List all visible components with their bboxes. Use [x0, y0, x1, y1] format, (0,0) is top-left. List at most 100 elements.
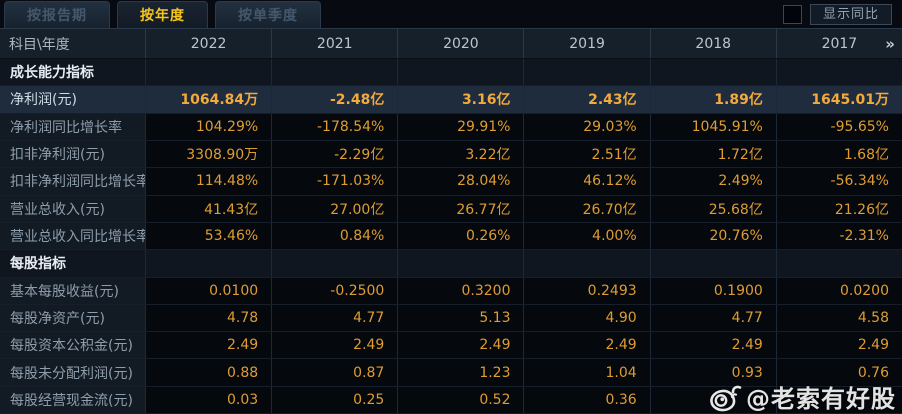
year-header-2021: 2021	[271, 29, 397, 58]
period-tabbar: 按报告期 按年度 按单季度 显示同比	[0, 0, 902, 28]
value-cell: 0.88	[145, 359, 272, 386]
value-cell: 25.68亿	[649, 195, 776, 222]
value-cell: -95.65%	[775, 113, 902, 140]
value-cell: -2.48亿	[271, 86, 398, 113]
value-cell	[271, 250, 398, 277]
year-header-label: 2017	[821, 35, 858, 52]
value-cell: -0.2500	[271, 277, 398, 304]
value-cell: 41.43亿	[145, 195, 272, 222]
year-header-label: 2021	[316, 35, 353, 52]
value-cell	[649, 250, 776, 277]
value-cell: 0.87	[271, 359, 398, 386]
value-cell: 4.77	[271, 304, 398, 332]
value-cell: 26.77亿	[397, 195, 524, 222]
section-label: 成长能力指标	[0, 59, 145, 86]
tab-by-year[interactable]: 按年度	[117, 1, 208, 28]
value-cell: 4.58	[775, 304, 902, 332]
value-cell: 29.91%	[397, 113, 524, 140]
value-cell: 53.46%	[145, 222, 272, 250]
value-cell	[775, 386, 902, 414]
value-cell: 2.49%	[649, 168, 776, 195]
value-cell: 1.23	[397, 359, 524, 386]
value-cell: 2.43亿	[523, 86, 650, 113]
value-cell	[649, 59, 776, 86]
value-cell: 1064.84万	[145, 86, 272, 113]
metric-label: 营业总收入(元)	[0, 195, 145, 222]
year-header-2017: 2017 »	[775, 29, 902, 58]
value-cell: 3308.90万	[145, 140, 272, 168]
value-cell	[145, 250, 272, 277]
value-cell: 2.49	[145, 332, 272, 359]
value-cell: 104.29%	[145, 113, 272, 140]
show-yoy-label[interactable]: 显示同比	[809, 4, 892, 25]
value-cell: 1045.91%	[649, 113, 776, 140]
metric-label: 扣非净利润同比增长率	[0, 168, 145, 195]
value-cell: 0.3200	[397, 277, 524, 304]
year-header-label: 2020	[443, 35, 479, 52]
table-row[interactable]: 每股资本公积金(元) 2.49 2.49 2.49 2.49 2.49 2.49	[0, 332, 902, 360]
year-header-2018: 2018	[649, 29, 776, 58]
value-cell: 1.89亿	[649, 86, 776, 113]
show-yoy-checkbox[interactable]	[782, 5, 802, 24]
metric-label: 每股未分配利润(元)	[0, 359, 145, 386]
value-cell: 3.16亿	[397, 86, 524, 113]
value-cell: 5.13	[397, 304, 524, 332]
metric-label: 净利润同比增长率	[0, 113, 145, 140]
value-cell: 28.04%	[397, 168, 524, 195]
table-row[interactable]: 营业总收入同比增长率 53.46% 0.84% 0.26% 4.00% 20.76% -2.…	[0, 222, 902, 251]
value-cell: 26.70亿	[523, 195, 650, 222]
value-cell: 4.90	[523, 304, 650, 332]
value-cell: 1.04	[523, 359, 650, 386]
table-row[interactable]: 净利润同比增长率 104.29% -178.54% 29.91% 29.03% 1045.…	[0, 113, 902, 141]
table-row[interactable]: 基本每股收益(元) 0.0100 -0.2500 0.3200 0.2493 0.1900…	[0, 277, 902, 305]
value-cell: 0.26%	[397, 222, 524, 250]
value-cell: 1645.01万	[775, 86, 902, 113]
value-cell	[145, 59, 272, 86]
value-cell	[523, 250, 650, 277]
table-row[interactable]: 净利润(元) 1064.84万 -2.48亿 3.16亿 2.43亿 1.89亿 1645.…	[0, 86, 902, 114]
value-cell: 114.48%	[145, 168, 272, 195]
section-label: 每股指标	[0, 250, 145, 277]
value-cell: 2.49	[523, 332, 650, 359]
value-cell: 4.77	[649, 304, 776, 332]
value-cell: 27.00亿	[271, 195, 398, 222]
value-cell: -178.54%	[271, 113, 398, 140]
value-cell: -56.34%	[775, 168, 902, 195]
value-cell: 4.78	[145, 304, 272, 332]
value-cell: 0.93	[649, 359, 776, 386]
value-cell: 46.12%	[523, 168, 650, 195]
table-row[interactable]: 扣非净利润(元) 3308.90万 -2.29亿 3.22亿 2.51亿 1.72亿 1.6…	[0, 140, 902, 169]
value-cell: 1.68亿	[775, 140, 902, 168]
table-row[interactable]: 每股未分配利润(元) 0.88 0.87 1.23 1.04 0.93 0.76	[0, 359, 902, 387]
year-header-2020: 2020	[397, 29, 523, 58]
value-cell	[775, 250, 902, 277]
tab-by-single-quarter[interactable]: 按单季度	[215, 1, 321, 28]
section-row[interactable]: 成长能力指标	[0, 59, 902, 87]
value-cell: 21.26亿	[775, 195, 902, 222]
value-cell: 0.76	[775, 359, 902, 386]
value-cell	[775, 59, 902, 86]
section-row[interactable]: 每股指标	[0, 250, 902, 278]
value-cell: 0.1900	[649, 277, 776, 304]
value-cell: -171.03%	[271, 168, 398, 195]
metric-label: 每股资本公积金(元)	[0, 332, 145, 359]
tab-by-report-period[interactable]: 按报告期	[4, 1, 110, 28]
value-cell: 0.0200	[775, 277, 902, 304]
more-years-icon[interactable]: »	[885, 34, 895, 53]
metric-label: 扣非净利润(元)	[0, 140, 145, 168]
table-row[interactable]: 每股净资产(元) 4.78 4.77 5.13 4.90 4.77 4.58	[0, 304, 902, 333]
metric-label: 营业总收入同比增长率	[0, 222, 145, 250]
table-row[interactable]: 营业总收入(元) 41.43亿 27.00亿 26.77亿 26.70亿 25.68亿 21…	[0, 195, 902, 223]
year-header-2022: 2022	[145, 29, 271, 58]
value-cell: 0.25	[271, 386, 398, 414]
value-cell: -2.31%	[775, 222, 902, 250]
table-row[interactable]: 每股经营现金流(元) 0.03 0.25 0.52 0.36	[0, 386, 902, 414]
value-cell: 0.0100	[145, 277, 272, 304]
corner-header-label: 科目\年度	[9, 36, 70, 53]
value-cell	[397, 59, 524, 86]
year-header-label: 2018	[695, 35, 732, 52]
table-row[interactable]: 扣非净利润同比增长率 114.48% -171.03% 28.04% 46.12% 2.4…	[0, 168, 902, 196]
value-cell: 2.51亿	[523, 140, 650, 168]
metric-label: 每股经营现金流(元)	[0, 386, 145, 414]
